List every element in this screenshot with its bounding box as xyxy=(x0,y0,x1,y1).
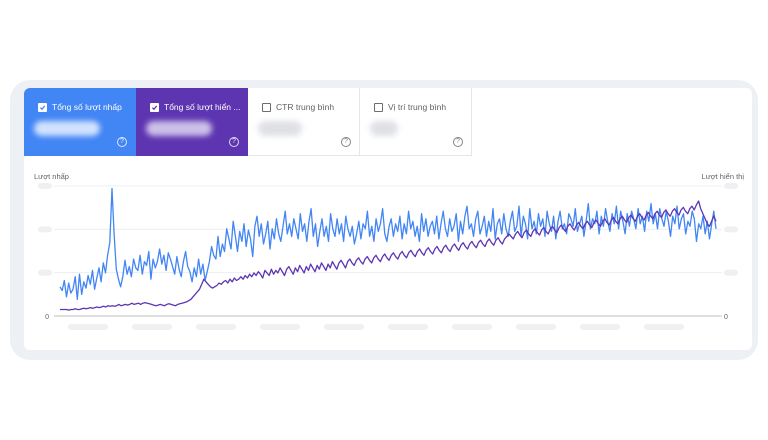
right-axis-title: Lượt hiển thị xyxy=(701,172,744,181)
help-circle-icon[interactable]: ? xyxy=(453,137,463,147)
metric-value-redacted xyxy=(34,121,100,136)
metric-tile-clicks[interactable]: Tổng số lượt nhấp ? xyxy=(24,88,136,156)
metric-label: CTR trung bình xyxy=(276,102,335,112)
checkbox-unchecked-icon[interactable] xyxy=(262,102,271,112)
help-circle-icon[interactable]: ? xyxy=(341,137,351,147)
x-tick-redacted xyxy=(388,324,428,330)
checkbox-checked-icon[interactable] xyxy=(150,102,159,112)
x-tick-redacted xyxy=(452,324,492,330)
metric-tile-position[interactable]: Vị trí trung bình ? xyxy=(360,88,472,156)
right-tick-redacted xyxy=(724,226,738,233)
x-tick-redacted xyxy=(580,324,620,330)
left-tick-redacted xyxy=(38,226,52,233)
x-tick-redacted xyxy=(324,324,364,330)
metric-tile-ctr[interactable]: CTR trung bình ? xyxy=(248,88,360,156)
right-tick-redacted xyxy=(724,269,738,276)
x-tick-redacted xyxy=(196,324,236,330)
help-circle-icon[interactable]: ? xyxy=(229,137,239,147)
right-tick-redacted xyxy=(724,183,738,189)
x-tick-redacted xyxy=(516,324,556,330)
right-zero-label: 0 xyxy=(724,314,728,321)
metric-tile-impressions[interactable]: Tổng số lượt hiển ... ? xyxy=(136,88,248,156)
checkbox-unchecked-icon[interactable] xyxy=(374,102,383,112)
left-zero-label: 0 xyxy=(45,314,49,321)
performance-card: Tổng số lượt nhấp ? Tổng số lượt hiển ..… xyxy=(24,88,752,350)
left-axis-title: Lượt nhấp xyxy=(34,172,69,181)
left-tick-redacted xyxy=(38,183,52,189)
metric-value-redacted xyxy=(370,121,398,136)
x-tick-redacted xyxy=(260,324,300,330)
metric-label: Vị trí trung bình xyxy=(388,102,447,112)
checkbox-checked-icon[interactable] xyxy=(38,102,47,112)
help-circle-icon[interactable]: ? xyxy=(117,137,127,147)
metric-label: Tổng số lượt nhấp xyxy=(52,102,122,112)
metric-value-redacted xyxy=(258,121,302,136)
metric-label: Tổng số lượt hiển ... xyxy=(164,102,241,112)
x-tick-redacted xyxy=(644,324,684,330)
metric-tiles: Tổng số lượt nhấp ? Tổng số lượt hiển ..… xyxy=(24,88,472,156)
axis-ticks-redacted xyxy=(38,183,738,330)
metric-value-redacted xyxy=(146,121,212,136)
x-tick-redacted xyxy=(68,324,108,330)
series-layer xyxy=(59,187,717,311)
series-line-clicks[interactable] xyxy=(59,187,717,301)
series-line-impressions[interactable] xyxy=(60,200,717,311)
left-tick-redacted xyxy=(38,269,52,276)
chart-grid xyxy=(54,185,722,317)
x-tick-redacted xyxy=(132,324,172,330)
performance-chart: 0 0 xyxy=(38,183,738,330)
